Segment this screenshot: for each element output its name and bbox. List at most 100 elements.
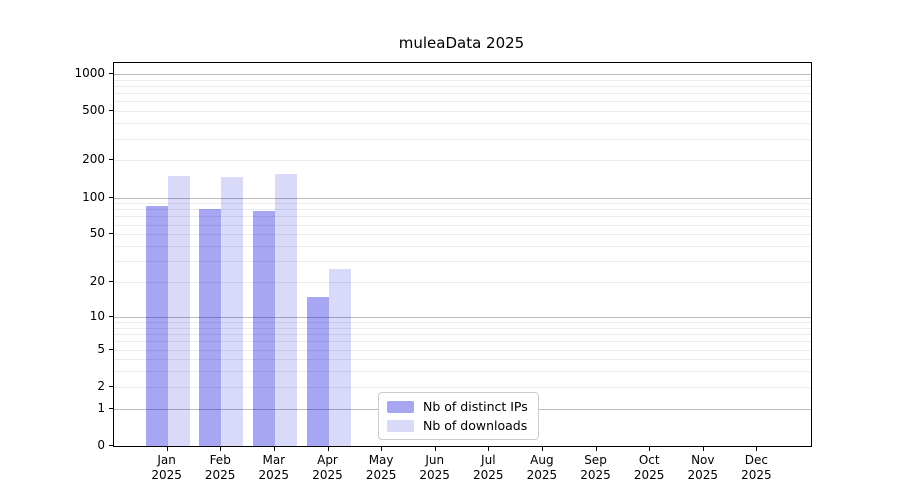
minor-gridline-400: [114, 123, 811, 125]
major-gridline-1000: [114, 73, 811, 75]
x-tick-mark-may: [381, 447, 383, 451]
y-tick-mark-500: [109, 110, 113, 112]
y-tick-label-100: 100: [82, 189, 105, 204]
bar-downloads-jan: [167, 175, 190, 446]
x-tick-year: 2025: [365, 468, 397, 482]
minor-gridline-8: [114, 327, 811, 329]
x-tick-label-sep: Sep 2025: [566, 453, 626, 483]
bar-distinct-ips-apr: [306, 296, 329, 446]
y-tick-mark-5: [109, 348, 113, 350]
x-tick-label-apr: Apr 2025: [298, 453, 358, 483]
y-tick-label-20: 20: [89, 274, 105, 288]
minor-gridline-300: [114, 138, 811, 140]
y-tick-label-1: 1: [97, 400, 105, 415]
bar-downloads-apr: [328, 268, 351, 446]
minor-gridline-700: [114, 93, 811, 95]
minor-gridline-500: [114, 111, 811, 113]
minor-gridline-30: [114, 261, 811, 263]
x-tick-month: Mar: [262, 453, 286, 467]
y-tick-label-1000: 1000: [74, 65, 105, 80]
y-tick-label-500: 500: [82, 103, 105, 118]
x-tick-label-aug: Aug 2025: [512, 453, 572, 483]
legend-swatch-downloads: [387, 419, 414, 432]
y-tick-mark-50: [109, 233, 113, 235]
legend-entry-downloads: Nb of downloads: [387, 418, 528, 433]
minor-gridline-40: [114, 246, 811, 247]
minor-gridline-6: [114, 341, 811, 343]
minor-gridline-2: [114, 386, 811, 388]
bar-distinct-ips-mar: [252, 211, 275, 446]
x-tick-year: 2025: [473, 468, 504, 482]
x-tick-mark-feb: [220, 447, 222, 451]
minor-gridline-90: [114, 203, 811, 205]
y-tick-mark-2: [109, 385, 113, 387]
x-tick-mark-jul: [488, 447, 490, 451]
x-tick-mark-jan: [166, 447, 168, 451]
x-tick-month: Jun: [425, 453, 445, 467]
x-tick-year: 2025: [204, 468, 236, 482]
x-tick-month: Jul: [481, 453, 496, 467]
minor-gridline-900: [114, 79, 811, 81]
x-tick-mark-jun: [434, 447, 436, 451]
minor-gridline-60: [114, 224, 811, 226]
x-tick-month: Oct: [638, 453, 660, 467]
y-tick-mark-1: [109, 407, 113, 409]
x-tick-year: 2025: [526, 468, 558, 482]
major-gridline-10: [114, 316, 811, 318]
bar-downloads-mar: [274, 173, 297, 446]
y-tick-label-0: 0: [97, 438, 105, 452]
minor-gridline-80: [114, 209, 811, 211]
y-tick-mark-20: [109, 281, 113, 282]
x-tick-label-jan: Jan 2025: [137, 453, 197, 483]
minor-gridline-7: [114, 334, 811, 335]
legend-label-distinct-ips: Nb of distinct IPs: [423, 399, 528, 414]
legend: Nb of distinct IPs Nb of downloads: [378, 392, 539, 440]
minor-gridline-3: [114, 371, 811, 373]
x-tick-mark-sep: [595, 447, 597, 451]
x-tick-mark-apr: [327, 447, 329, 451]
y-tick-label-200: 200: [82, 152, 105, 167]
x-tick-year: 2025: [419, 468, 450, 482]
x-tick-label-dec: Dec 2025: [726, 453, 786, 483]
minor-gridline-200: [114, 160, 811, 162]
minor-gridline-800: [114, 85, 811, 87]
minor-gridline-9: [114, 322, 811, 323]
plot-area: Nb of distinct IPs Nb of downloads: [113, 62, 812, 447]
x-tick-month: Apr: [317, 453, 338, 467]
minor-gridline-600: [114, 101, 811, 103]
x-tick-month: Nov: [691, 453, 715, 467]
y-tick-mark-1000: [109, 72, 113, 74]
x-tick-year: 2025: [580, 468, 611, 482]
x-tick-year: 2025: [151, 468, 182, 482]
minor-gridline-50: [114, 234, 811, 236]
x-tick-mark-dec: [756, 447, 758, 451]
x-tick-year: 2025: [312, 468, 343, 482]
y-tick-mark-0: [109, 445, 113, 446]
y-tick-label-10: 10: [89, 308, 105, 323]
minor-gridline-20: [114, 282, 811, 283]
bar-distinct-ips-feb: [199, 208, 222, 446]
minor-gridline-70: [114, 216, 811, 218]
x-tick-year: 2025: [741, 468, 772, 482]
x-tick-year: 2025: [633, 468, 665, 482]
x-tick-label-jul: Jul 2025: [458, 453, 518, 483]
x-tick-month: Feb: [209, 453, 231, 467]
bar-distinct-ips-jan: [145, 206, 168, 446]
x-tick-label-mar: Mar 2025: [244, 453, 304, 483]
x-tick-month: Dec: [744, 453, 768, 467]
x-tick-year: 2025: [258, 468, 290, 482]
legend-swatch-distinct-ips: [387, 400, 414, 413]
x-tick-month: Sep: [584, 453, 607, 467]
x-tick-month: May: [368, 453, 394, 467]
legend-label-downloads: Nb of downloads: [423, 418, 528, 433]
x-tick-label-nov: Nov 2025: [673, 453, 733, 483]
y-tick-mark-200: [109, 159, 113, 161]
y-tick-label-50: 50: [89, 226, 105, 241]
x-tick-mark-mar: [273, 447, 275, 451]
y-tick-label-5: 5: [97, 341, 105, 356]
x-tick-label-may: May 2025: [351, 453, 411, 483]
minor-gridline-5: [114, 349, 811, 351]
x-tick-mark-oct: [649, 447, 651, 451]
x-tick-mark-aug: [541, 447, 543, 451]
